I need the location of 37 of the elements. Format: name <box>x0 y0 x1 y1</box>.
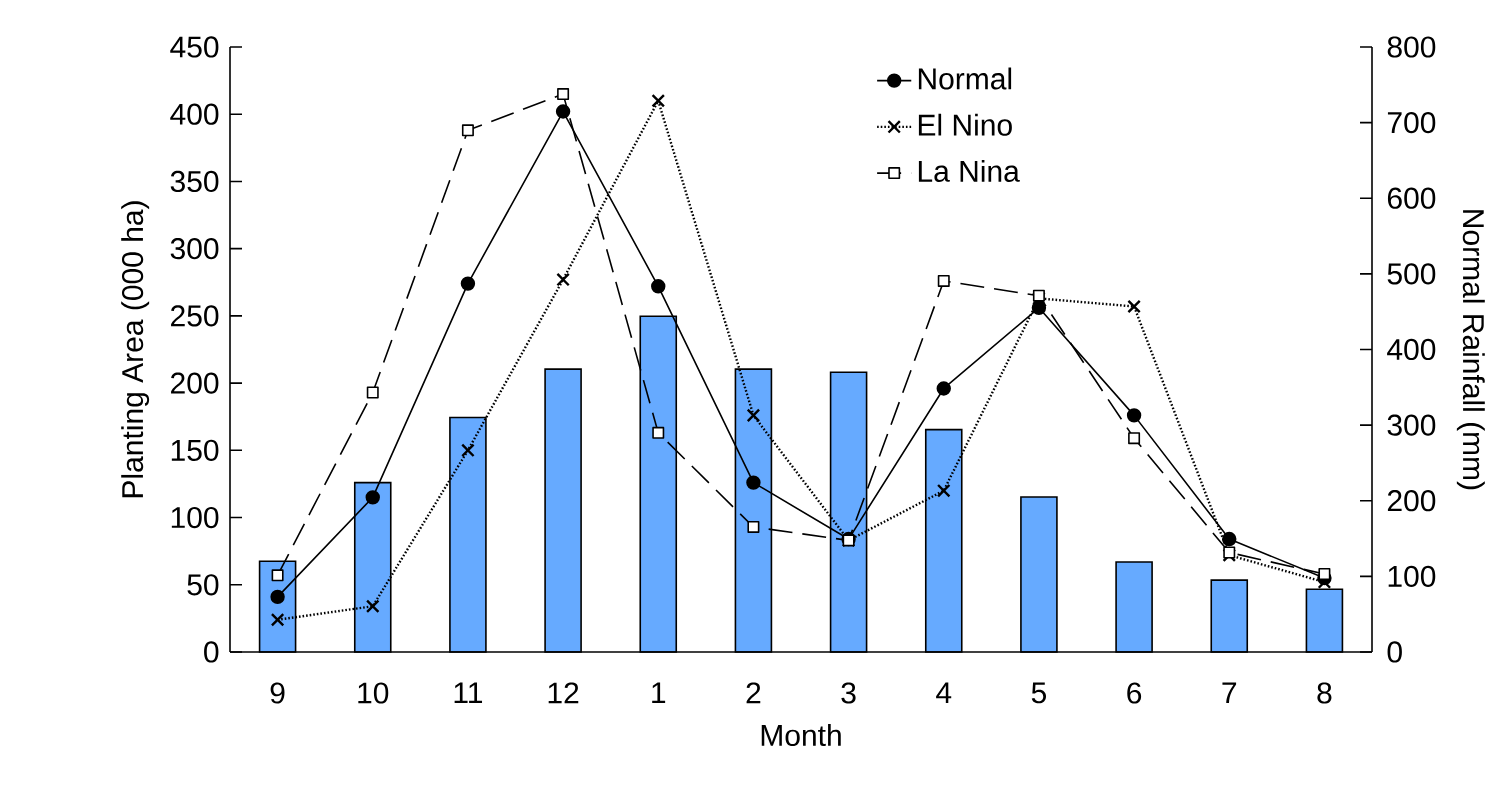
y2-tick-label: 600 <box>1387 187 1436 209</box>
legend-label: El Nino <box>918 113 1012 136</box>
x-tick-label: 5 <box>1031 682 1047 704</box>
x-tick-label: 4 <box>936 682 952 704</box>
x-tick-label: 3 <box>841 682 856 704</box>
y2-tick-label: 200 <box>1387 490 1436 512</box>
x-tick-label: 6 <box>1127 682 1142 704</box>
y2-tick-label: 700 <box>1387 112 1436 134</box>
y-tick-label: 350 <box>170 170 219 193</box>
legend-label: Normal <box>918 67 1012 90</box>
y-axis-title: Planting Area (000 ha) <box>121 201 150 498</box>
y2-tick-label: 500 <box>1387 263 1436 285</box>
y-tick-label: 200 <box>171 372 219 394</box>
x-tick-label: 8 <box>1317 682 1332 704</box>
y-tick-label: 0 <box>204 641 219 663</box>
y2-axis-title: Normal Rainfall (mm) <box>1456 210 1485 490</box>
x-tick-label: 10 <box>358 682 389 704</box>
y-tick-label: 50 <box>187 574 219 596</box>
y-tick-label: 100 <box>171 506 219 529</box>
y2-tick-label: 400 <box>1387 338 1436 361</box>
x-tick-label: 9 <box>270 682 285 704</box>
y2-tick-label: 800 <box>1387 36 1436 58</box>
y-tick-label: 450 <box>170 36 219 58</box>
x-tick-label: 11 <box>454 682 483 704</box>
legend-label: La Nina <box>918 159 1020 182</box>
x-tick-label: 1 <box>652 682 666 704</box>
x-tick-label: 2 <box>746 682 761 704</box>
y-tick-label: 300 <box>170 238 219 260</box>
x-tick-label: 12 <box>548 682 579 704</box>
y-tick-label: 250 <box>171 305 219 327</box>
y-tick-label: 150 <box>171 439 219 461</box>
y-tick-label: 400 <box>170 103 219 125</box>
x-tick-label: 7 <box>1222 682 1237 704</box>
y2-tick-label: 300 <box>1387 414 1436 436</box>
x-axis-title: Month <box>761 724 841 747</box>
y2-tick-label: 0 <box>1387 641 1402 663</box>
y2-tick-label: 100 <box>1388 565 1436 587</box>
